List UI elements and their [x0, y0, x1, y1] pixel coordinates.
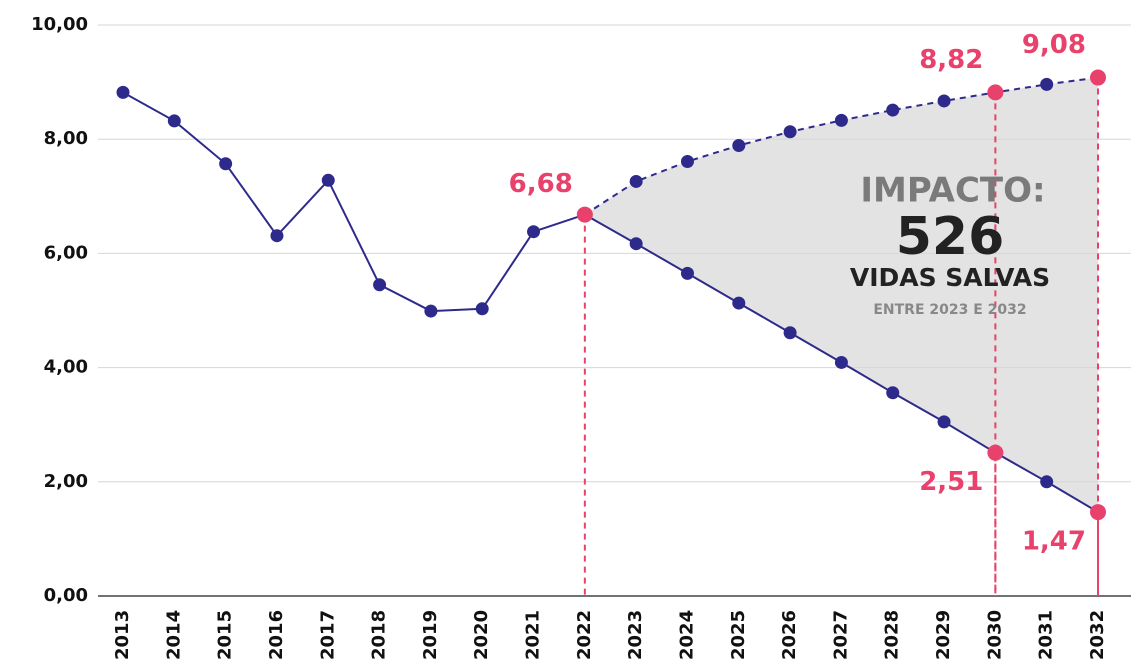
x-tick-label: 2025 [728, 610, 749, 660]
highlight-point [1090, 69, 1106, 86]
point [783, 326, 797, 340]
point [219, 157, 233, 171]
x-tick-label: 2029 [933, 610, 954, 660]
value-label: 6,68 [509, 169, 573, 199]
point [321, 173, 335, 187]
highlight-point [576, 206, 593, 223]
point [116, 85, 130, 99]
y-tick-label: 4,00 [44, 357, 88, 378]
y-tick-label: 0,00 [44, 585, 88, 606]
point [1040, 475, 1054, 489]
point [886, 386, 900, 400]
point [270, 229, 284, 243]
x-tick-label: 2014 [163, 610, 184, 660]
x-tick-label: 2031 [1036, 610, 1057, 660]
point [732, 138, 746, 152]
highlight-point [987, 84, 1004, 101]
x-tick-label: 2016 [266, 610, 287, 660]
annotation-heading: IMPACTO: [860, 171, 1045, 211]
x-tick-label: 2028 [882, 610, 903, 660]
point [937, 415, 951, 429]
point [527, 225, 541, 239]
x-tick-label: 2023 [625, 610, 646, 660]
value-label: 8,82 [919, 45, 983, 75]
y-tick-label: 10,00 [31, 14, 88, 35]
x-tick-label: 2019 [420, 610, 441, 660]
highlight-point [1090, 504, 1106, 521]
x-tick-label: 2024 [676, 610, 697, 660]
y-tick-label: 2,00 [44, 471, 88, 492]
x-tick-label: 2032 [1087, 610, 1108, 660]
highlight-point [987, 444, 1004, 461]
point [937, 94, 951, 108]
x-tick-label: 2026 [779, 610, 800, 660]
y-tick-label: 8,00 [44, 128, 88, 149]
value-label: 1,47 [1022, 527, 1086, 557]
y-tick-label: 6,00 [44, 242, 88, 263]
x-tick-label: 2027 [830, 610, 851, 660]
point [680, 154, 694, 168]
annotation-number: 526 [896, 207, 1005, 267]
x-tick-label: 2021 [523, 610, 544, 660]
value-label: 9,08 [1022, 30, 1086, 60]
x-tick-label: 2022 [574, 610, 595, 660]
series-line [122, 91, 586, 313]
point [732, 296, 746, 310]
x-tick-label: 2030 [984, 610, 1005, 660]
x-tick-label: 2013 [112, 610, 133, 660]
point [167, 114, 181, 128]
point [834, 113, 848, 127]
point [629, 174, 643, 188]
x-tick-label: 2018 [369, 610, 390, 660]
x-tick-label: 2020 [471, 610, 492, 660]
point [783, 125, 797, 139]
point [886, 103, 900, 117]
point [680, 266, 694, 280]
point [475, 302, 489, 316]
point [834, 355, 848, 369]
x-tick-label: 2017 [317, 610, 338, 660]
point [424, 304, 438, 318]
point [373, 278, 387, 292]
annotation-note: ENTRE 2023 E 2032 [873, 302, 1026, 318]
impact-area [584, 77, 1098, 513]
annotation: IMPACTO: 526 VIDAS SALVAS ENTRE 2023 E 2… [850, 171, 1050, 319]
annotation-text: VIDAS SALVAS [850, 263, 1050, 292]
x-tick-label: 2015 [215, 610, 236, 660]
value-label: 2,51 [919, 467, 983, 497]
point [629, 237, 643, 251]
point [1040, 77, 1054, 91]
